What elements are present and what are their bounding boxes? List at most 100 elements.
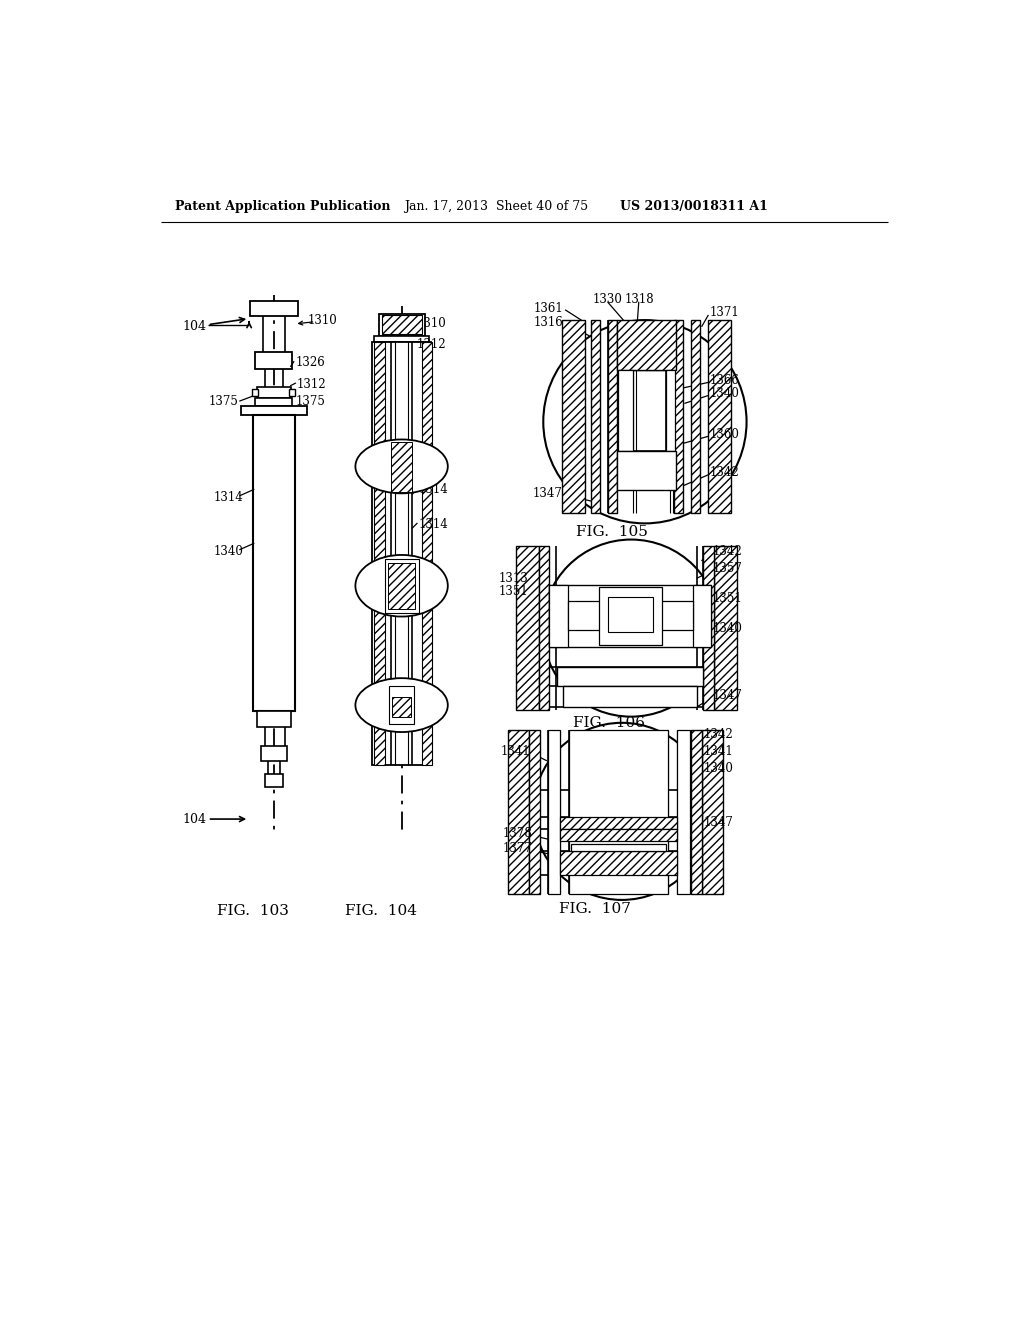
- Bar: [379, 314, 425, 335]
- Ellipse shape: [355, 440, 447, 494]
- Text: 1312: 1312: [297, 378, 327, 391]
- Bar: [691, 730, 701, 894]
- Bar: [261, 746, 287, 762]
- Text: 1351: 1351: [499, 585, 528, 598]
- Bar: [560, 829, 677, 841]
- Bar: [373, 342, 431, 766]
- Text: 1347: 1347: [713, 689, 742, 702]
- Bar: [548, 730, 560, 894]
- Bar: [382, 315, 422, 334]
- Bar: [557, 667, 703, 686]
- Bar: [550, 585, 568, 647]
- Text: 1351: 1351: [713, 593, 742, 606]
- Bar: [392, 697, 411, 717]
- Text: 1342: 1342: [703, 727, 733, 741]
- Bar: [529, 730, 541, 894]
- Bar: [562, 321, 585, 512]
- Text: 1314: 1314: [214, 491, 244, 504]
- Bar: [560, 817, 677, 829]
- Text: 1340: 1340: [214, 545, 244, 557]
- Circle shape: [543, 540, 720, 717]
- Bar: [374, 335, 429, 342]
- Bar: [257, 387, 291, 397]
- Text: Jan. 17, 2013  Sheet 40 of 75: Jan. 17, 2013 Sheet 40 of 75: [403, 199, 588, 213]
- Text: US 2013/0018311 A1: US 2013/0018311 A1: [620, 199, 767, 213]
- Bar: [568, 601, 692, 631]
- Text: 1342: 1342: [710, 466, 739, 479]
- Bar: [389, 686, 414, 725]
- Bar: [591, 321, 600, 512]
- Text: 107: 107: [418, 689, 439, 698]
- Bar: [264, 775, 283, 787]
- Bar: [599, 587, 662, 645]
- Text: 1340: 1340: [710, 387, 739, 400]
- Text: 1310: 1310: [417, 317, 446, 330]
- Bar: [515, 546, 539, 710]
- Text: 1326: 1326: [295, 356, 325, 370]
- Text: 1318: 1318: [625, 293, 654, 306]
- Bar: [385, 558, 419, 612]
- Text: FIG.  105: FIG. 105: [575, 525, 647, 539]
- Text: 1342: 1342: [713, 545, 742, 557]
- Bar: [391, 442, 413, 492]
- Bar: [571, 843, 667, 851]
- Circle shape: [544, 321, 746, 523]
- Text: 1360: 1360: [710, 428, 739, 441]
- Text: 104: 104: [183, 319, 207, 333]
- Bar: [388, 562, 416, 609]
- Text: 1371: 1371: [710, 306, 739, 319]
- Bar: [253, 414, 295, 711]
- Text: 1314: 1314: [419, 517, 449, 531]
- Text: Patent Application Publication: Patent Application Publication: [175, 199, 391, 213]
- Bar: [617, 321, 676, 370]
- Bar: [617, 451, 676, 490]
- Text: 1310: 1310: [307, 314, 338, 326]
- Bar: [703, 546, 714, 710]
- Bar: [569, 730, 668, 894]
- Text: 1347: 1347: [532, 487, 562, 500]
- Text: 1377: 1377: [503, 842, 532, 855]
- Bar: [255, 352, 292, 370]
- Bar: [550, 585, 711, 647]
- Bar: [252, 388, 258, 396]
- Text: 1316: 1316: [534, 315, 563, 329]
- Bar: [374, 342, 385, 766]
- Text: 1340: 1340: [713, 622, 742, 635]
- Ellipse shape: [355, 554, 447, 616]
- Text: 1375: 1375: [209, 395, 239, 408]
- Text: 104: 104: [183, 813, 207, 825]
- Text: 1357: 1357: [713, 562, 742, 576]
- Text: 1312: 1312: [417, 338, 446, 351]
- Bar: [714, 546, 737, 710]
- Text: FIG.  103: FIG. 103: [217, 904, 289, 919]
- Text: 1378: 1378: [503, 828, 532, 841]
- Bar: [666, 370, 675, 451]
- Text: 1361: 1361: [534, 302, 563, 315]
- Text: FIG.  107: FIG. 107: [559, 902, 632, 916]
- Text: 1375: 1375: [295, 395, 326, 408]
- Bar: [250, 301, 298, 317]
- Bar: [422, 342, 432, 766]
- Text: 1366: 1366: [710, 374, 739, 387]
- Text: 105: 105: [418, 450, 439, 459]
- Bar: [255, 397, 292, 405]
- Bar: [608, 597, 652, 632]
- Text: 1341: 1341: [703, 744, 733, 758]
- Bar: [708, 321, 731, 512]
- Text: FIG.  104: FIG. 104: [345, 904, 417, 919]
- Text: 1313: 1313: [499, 572, 528, 585]
- Bar: [560, 851, 677, 875]
- Bar: [691, 321, 700, 512]
- Text: 1341: 1341: [500, 744, 529, 758]
- Circle shape: [534, 723, 711, 900]
- Text: 1340: 1340: [703, 762, 733, 775]
- Bar: [608, 321, 617, 512]
- Bar: [508, 730, 529, 894]
- Bar: [701, 730, 724, 894]
- Bar: [257, 711, 291, 726]
- Bar: [539, 546, 550, 710]
- Ellipse shape: [355, 678, 447, 733]
- Text: 1347: 1347: [703, 816, 733, 829]
- Bar: [241, 405, 307, 414]
- Text: 1330: 1330: [593, 293, 623, 306]
